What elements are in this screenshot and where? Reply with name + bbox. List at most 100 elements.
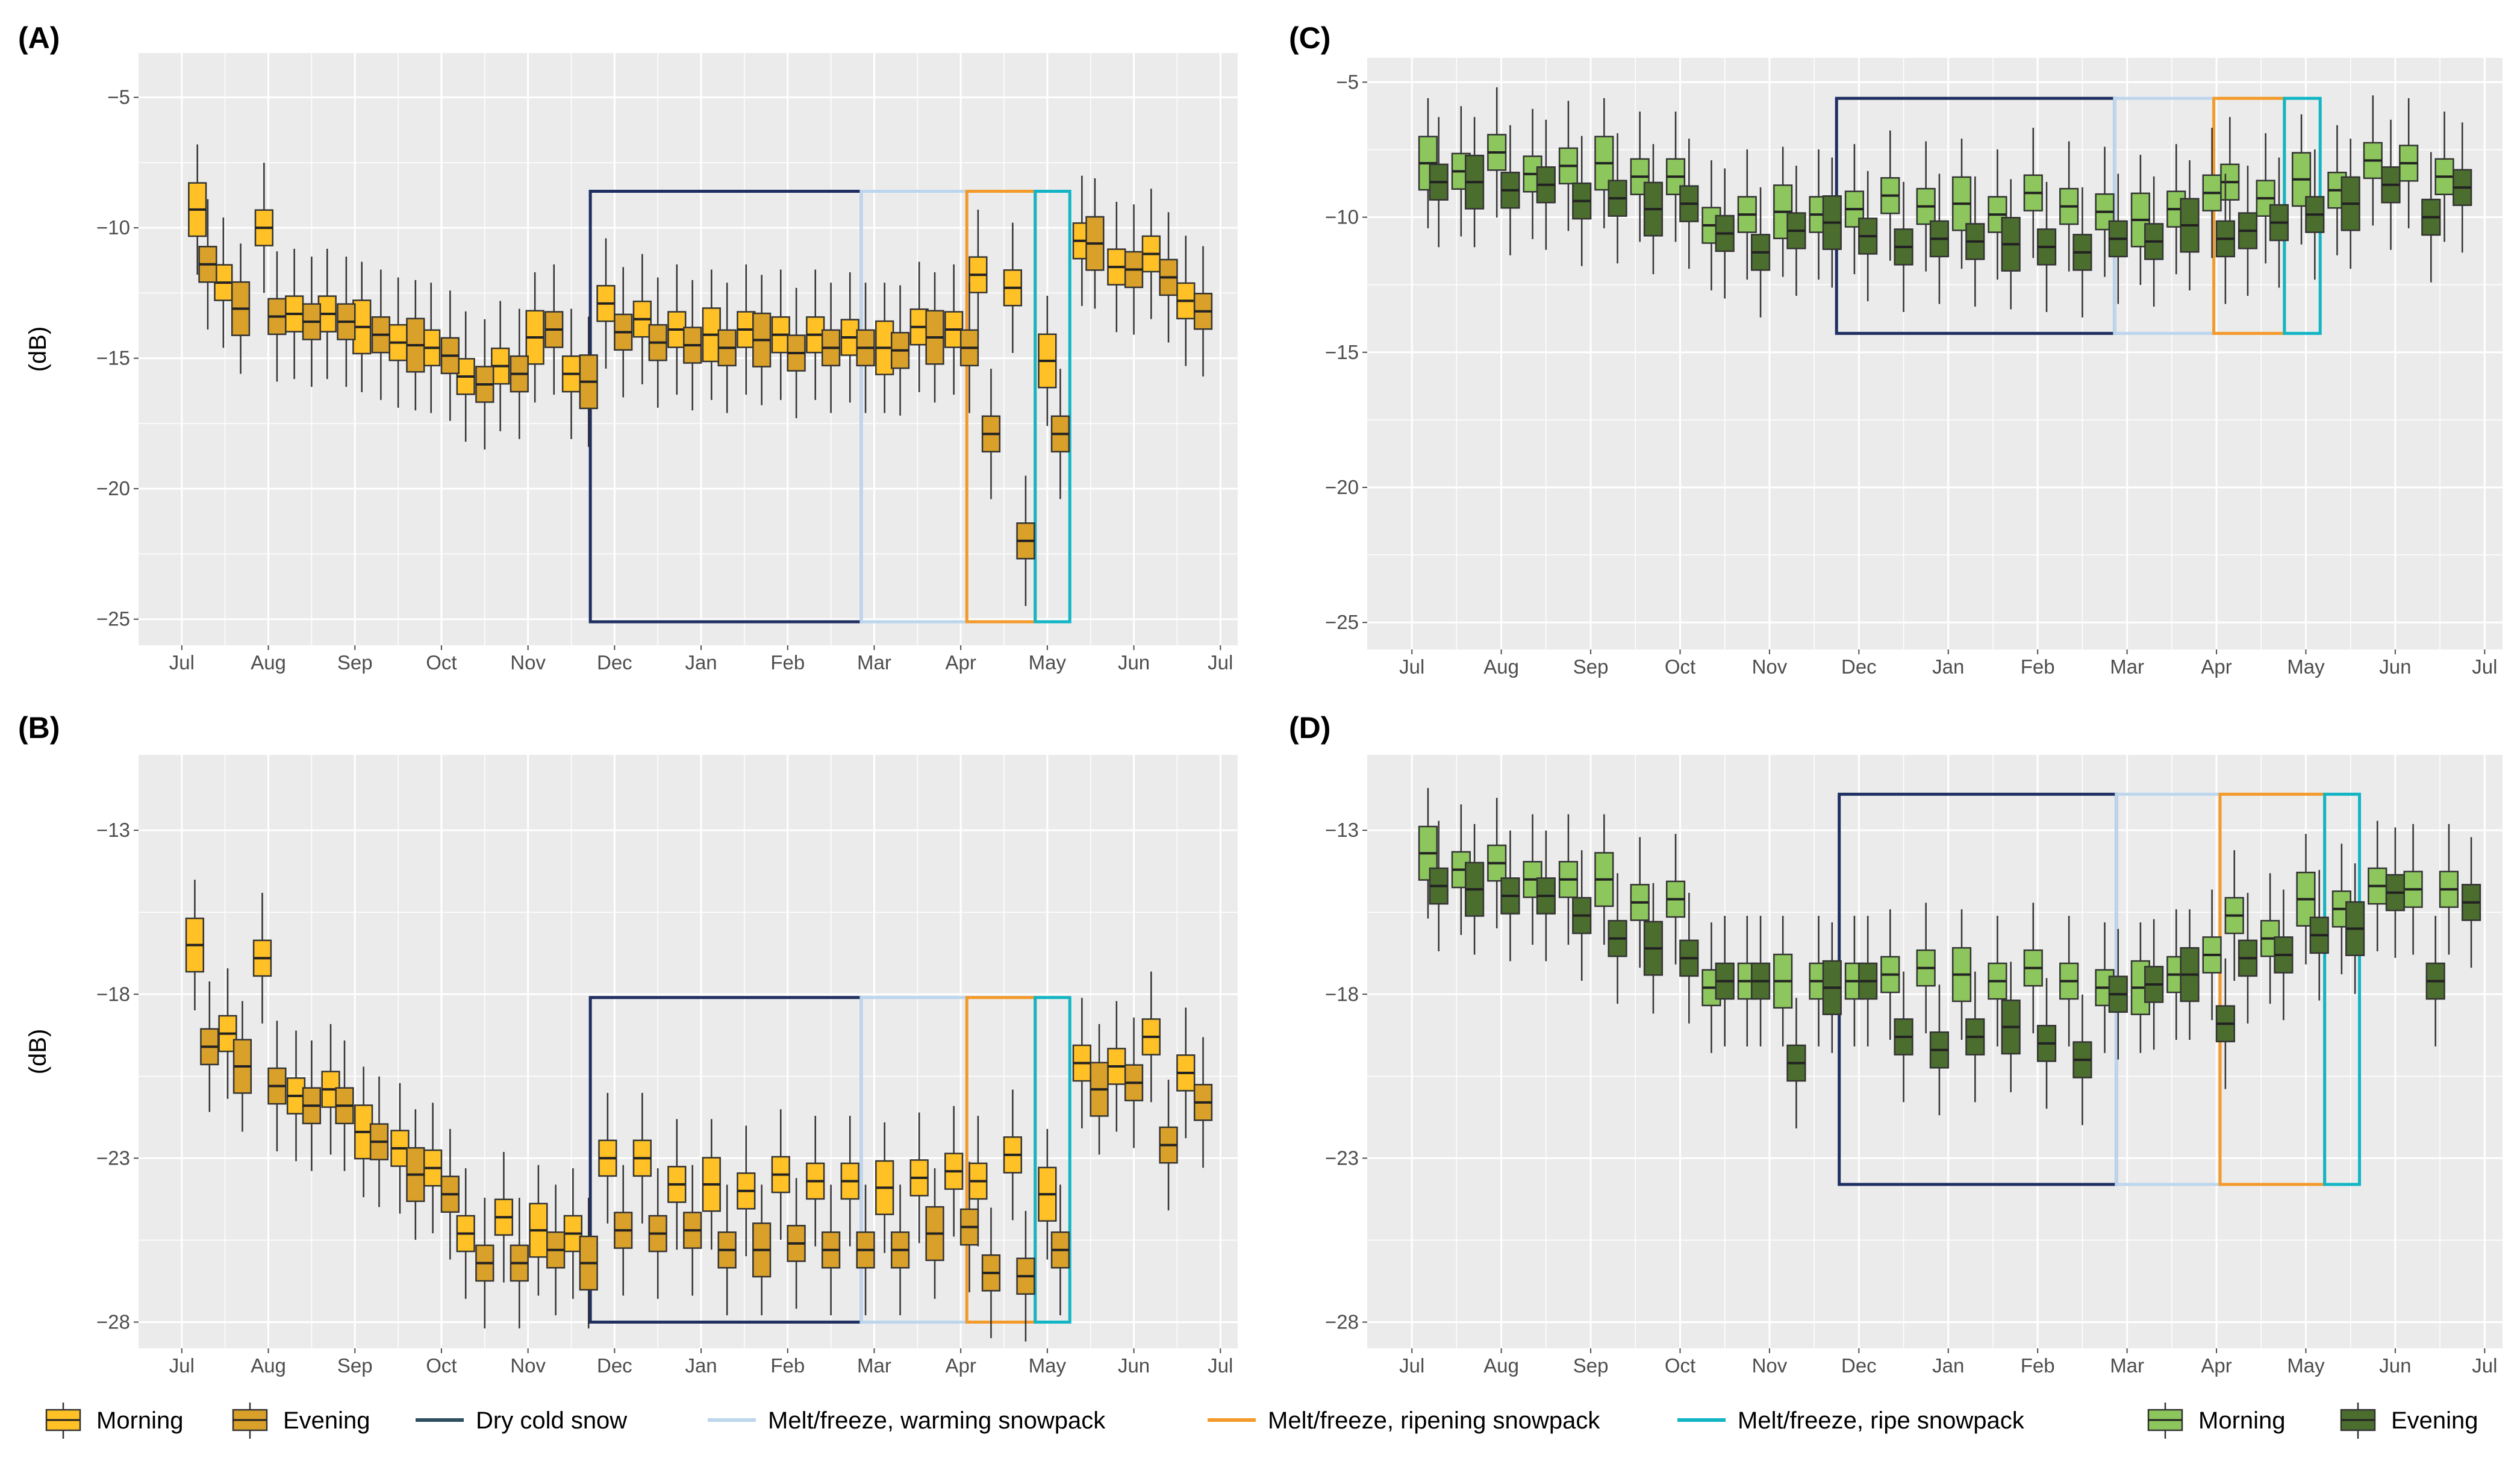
box-evening	[231, 243, 251, 374]
x-tick-label: Mar	[857, 651, 891, 674]
box-evening	[369, 1076, 389, 1207]
y-tick-label: −23	[96, 1147, 130, 1169]
x-tick-label: Mar	[2110, 655, 2144, 678]
series-evening	[1429, 117, 2472, 318]
box-morning	[1630, 837, 1650, 968]
box-morning	[596, 238, 616, 369]
season-box-melt-freeze-ripe-snowpack	[1034, 996, 1071, 1324]
x-tick-label: Sep	[337, 1354, 373, 1377]
box-evening	[1016, 1210, 1035, 1342]
box-evening	[1124, 1017, 1144, 1148]
x-tick-label: Jan	[1932, 655, 1964, 678]
box-evening	[406, 1109, 425, 1240]
box-evening	[1016, 475, 1035, 606]
box-evening	[1465, 117, 1485, 248]
box-morning	[1107, 1001, 1126, 1132]
x-tick-label: May	[2287, 655, 2325, 678]
box-evening	[752, 275, 772, 405]
x-tick-label: Jul	[2472, 1354, 2497, 1377]
x-tick-label: Mar	[2110, 1354, 2144, 1377]
box-morning	[2363, 95, 2383, 226]
box-morning	[2202, 128, 2222, 258]
box-morning	[875, 283, 894, 413]
box-evening	[2385, 827, 2405, 958]
box-evening	[856, 283, 875, 413]
box-evening	[232, 1001, 252, 1132]
legend-item-morning: Morning	[45, 1403, 184, 1439]
y-tick-label: −13	[96, 819, 130, 841]
box-evening	[1429, 117, 1449, 248]
x-tick-label: Jul	[169, 651, 195, 674]
chart-panel-d: −13 −18 −23 −28 Jul Aug Sep Oct Nov Dec Jan Feb Mar A…	[1289, 711, 2503, 1377]
box-evening	[648, 1168, 667, 1299]
box-evening	[2036, 978, 2057, 1109]
box-evening	[2072, 994, 2092, 1125]
box-evening	[2072, 187, 2092, 318]
box-evening	[1193, 1037, 1213, 1168]
box-evening	[821, 283, 841, 413]
box-evening	[683, 1165, 702, 1296]
legend-label: Melt/freeze, ripening snowpack	[1268, 1407, 1600, 1434]
box-evening	[2238, 165, 2258, 296]
legend-label: Evening	[2391, 1407, 2478, 1434]
box-evening	[1050, 369, 1070, 499]
box-evening	[1429, 821, 1449, 952]
series-evening	[198, 178, 1213, 606]
box-morning	[2439, 824, 2459, 955]
box-evening	[1536, 119, 1556, 250]
box-evening	[2381, 119, 2401, 250]
box-evening	[925, 1168, 944, 1299]
box-morning	[1665, 834, 1686, 965]
x-tick-label: Dec	[597, 651, 632, 674]
box-morning	[2130, 155, 2150, 286]
box-morning	[185, 880, 205, 1010]
y-tick-label: −23	[1325, 1147, 1359, 1169]
box-evening	[959, 1162, 979, 1292]
box-evening	[787, 287, 806, 419]
x-tick-label: Jul	[169, 1354, 195, 1377]
box-evening	[1965, 971, 1985, 1103]
x-tick-label: Jul	[1399, 1354, 1424, 1377]
x-tick-label: Apr	[2201, 655, 2232, 678]
box-evening	[337, 256, 356, 387]
box-evening	[1894, 181, 1913, 312]
box-evening	[198, 199, 217, 330]
season-box-melt-freeze-ripe-snowpack	[1034, 190, 1071, 624]
box-evening	[579, 316, 598, 447]
box-evening	[1786, 998, 1806, 1128]
box-evening	[821, 1184, 841, 1316]
box-evening	[1536, 830, 1556, 962]
box-morning	[771, 269, 790, 400]
box-evening	[2461, 837, 2481, 968]
x-tick-label: Feb	[770, 651, 805, 674]
x-tick-label: Aug	[1483, 1354, 1519, 1377]
box-evening	[2309, 869, 2329, 1001]
box-morning	[2399, 98, 2419, 228]
box-evening	[302, 1040, 322, 1171]
box-evening	[2108, 928, 2128, 1060]
x-tick-label: Feb	[770, 1354, 805, 1377]
x-tick-label: Oct	[426, 1354, 457, 1377]
box-morning	[737, 1125, 756, 1257]
box-evening	[2108, 174, 2128, 304]
box-evening	[1090, 1024, 1109, 1155]
box-morning	[1141, 971, 1161, 1103]
x-tick-label: Aug	[251, 1354, 286, 1377]
box-morning	[1916, 903, 1936, 1034]
box-evening	[683, 280, 702, 411]
box-morning	[252, 893, 272, 1024]
box-morning	[423, 1103, 443, 1234]
box-morning	[2403, 824, 2423, 955]
box-evening	[614, 1165, 633, 1296]
box-morning	[632, 1093, 652, 1224]
box-evening	[2238, 893, 2258, 1024]
box-evening	[614, 267, 633, 398]
y-tick-label: −28	[96, 1310, 130, 1333]
box-morning	[1737, 149, 1757, 280]
box-morning	[390, 1083, 410, 1214]
box-morning	[254, 163, 273, 293]
box-morning	[2059, 141, 2079, 272]
box-evening	[1715, 168, 1735, 299]
box-morning	[529, 1165, 548, 1296]
x-tick-label: Oct	[1665, 655, 1695, 678]
